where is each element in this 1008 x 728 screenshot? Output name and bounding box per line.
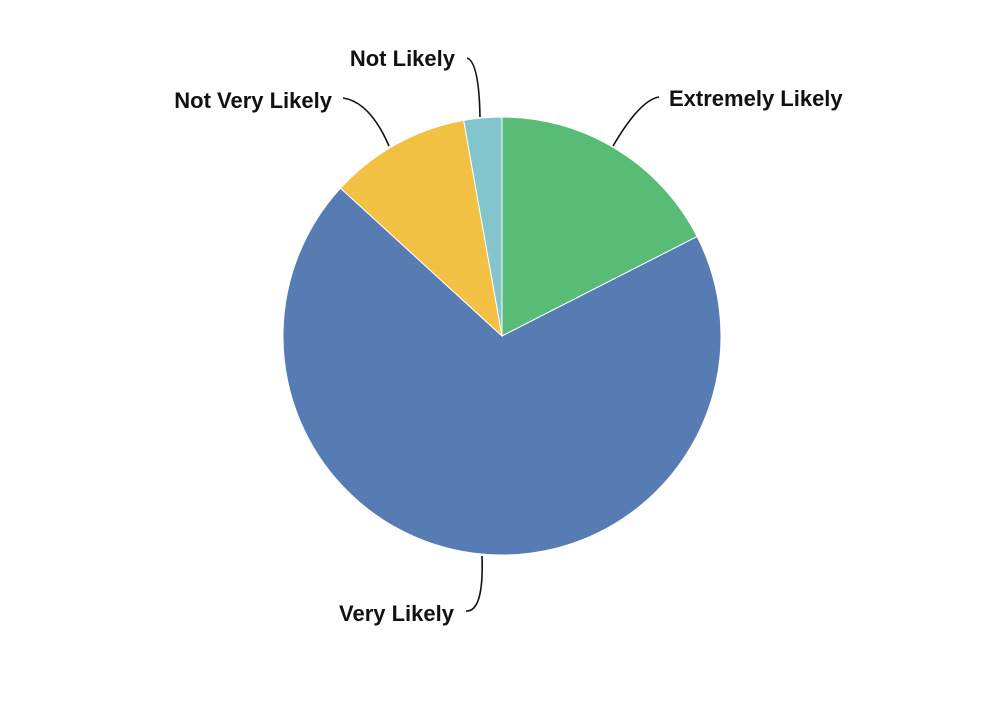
slice-label-not-very-likely: Not Very Likely bbox=[174, 88, 333, 113]
slice-label-extremely-likely: Extremely Likely bbox=[669, 86, 843, 111]
slice-label-very-likely: Very Likely bbox=[339, 601, 455, 626]
pie-slice-very-likely bbox=[282, 187, 722, 556]
pie-labels: Extremely Likely Very Likely Not Very Like… bbox=[174, 46, 843, 626]
leader-line-not-likely bbox=[466, 57, 481, 118]
pie-slice-extremely-likely bbox=[501, 116, 698, 337]
leader-line-extremely-likely bbox=[612, 96, 660, 147]
leader-line-not-very-likely bbox=[342, 97, 390, 147]
pie-slice-not-very-likely bbox=[339, 119, 503, 338]
pie-slice-not-likely bbox=[463, 116, 503, 337]
slice-label-not-likely: Not Likely bbox=[350, 46, 456, 71]
leader-line-very-likely bbox=[465, 555, 483, 612]
pie-slices bbox=[282, 116, 722, 556]
